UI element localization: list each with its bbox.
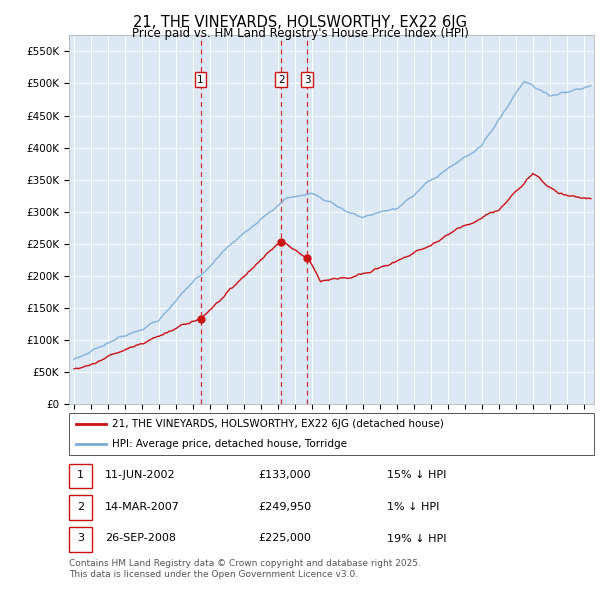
Text: £133,000: £133,000 (258, 470, 311, 480)
Text: 3: 3 (304, 75, 311, 84)
Text: 1% ↓ HPI: 1% ↓ HPI (387, 502, 439, 512)
Text: 21, THE VINEYARDS, HOLSWORTHY, EX22 6JG: 21, THE VINEYARDS, HOLSWORTHY, EX22 6JG (133, 15, 467, 30)
Text: 19% ↓ HPI: 19% ↓ HPI (387, 533, 446, 543)
Text: 26-SEP-2008: 26-SEP-2008 (105, 533, 176, 543)
Text: Price paid vs. HM Land Registry's House Price Index (HPI): Price paid vs. HM Land Registry's House … (131, 27, 469, 40)
Text: HPI: Average price, detached house, Torridge: HPI: Average price, detached house, Torr… (112, 439, 347, 449)
Text: £225,000: £225,000 (258, 533, 311, 543)
Text: 21, THE VINEYARDS, HOLSWORTHY, EX22 6JG (detached house): 21, THE VINEYARDS, HOLSWORTHY, EX22 6JG … (112, 419, 444, 430)
Text: 3: 3 (77, 533, 84, 543)
Text: Contains HM Land Registry data © Crown copyright and database right 2025.: Contains HM Land Registry data © Crown c… (69, 559, 421, 568)
Text: This data is licensed under the Open Government Licence v3.0.: This data is licensed under the Open Gov… (69, 571, 358, 579)
Text: 11-JUN-2002: 11-JUN-2002 (105, 470, 176, 480)
Text: 2: 2 (77, 502, 84, 512)
Text: 2: 2 (278, 75, 284, 84)
Text: £249,950: £249,950 (258, 502, 311, 512)
Text: 14-MAR-2007: 14-MAR-2007 (105, 502, 180, 512)
Text: 1: 1 (77, 470, 84, 480)
Text: 15% ↓ HPI: 15% ↓ HPI (387, 470, 446, 480)
Text: 1: 1 (197, 75, 204, 84)
